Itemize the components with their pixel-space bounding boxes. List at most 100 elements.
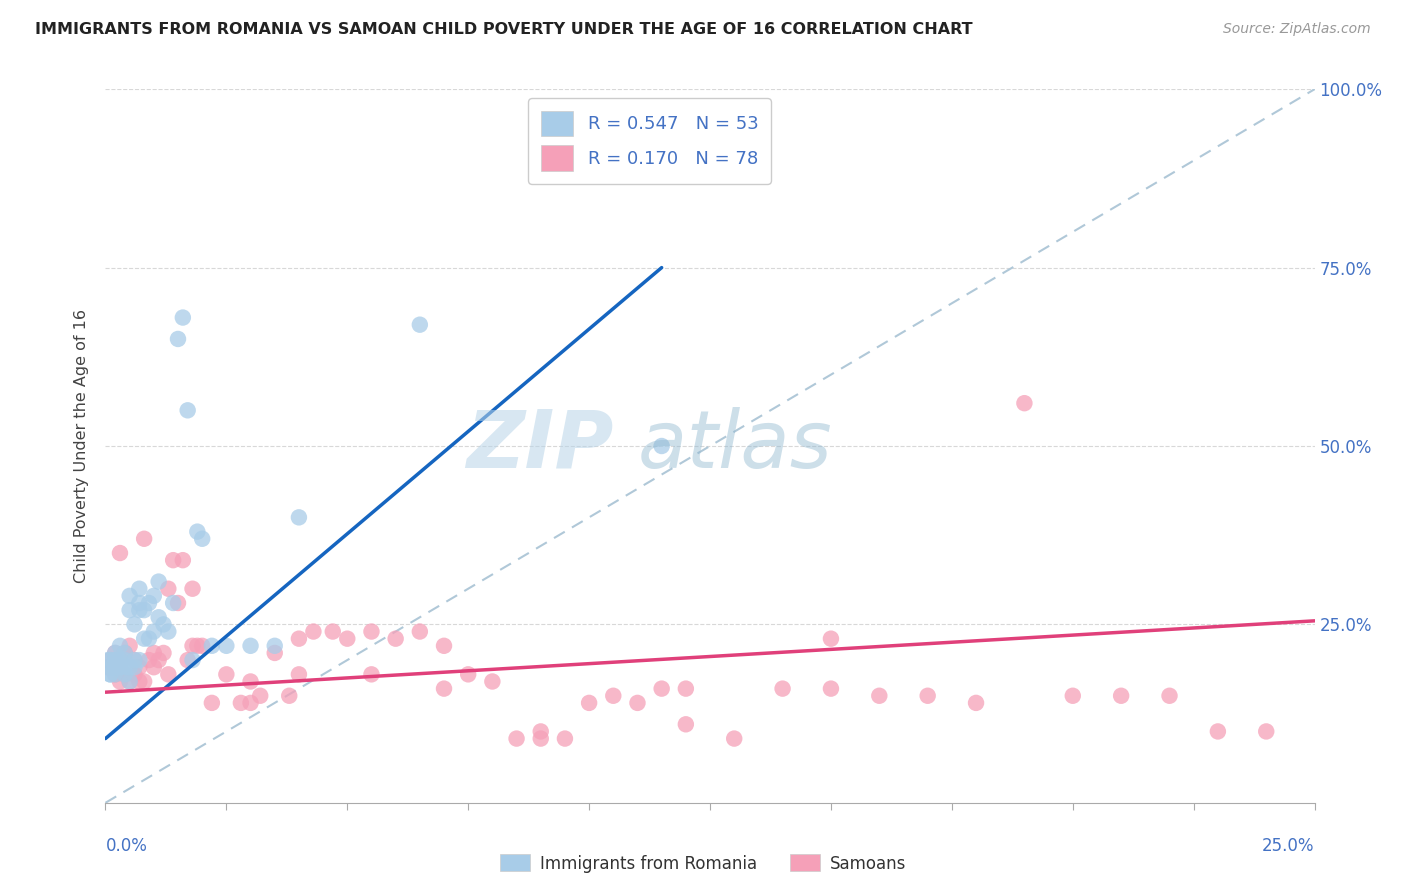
- Point: [278, 689, 301, 703]
- Point: [181, 639, 204, 653]
- Point: [1159, 689, 1181, 703]
- Point: [114, 646, 136, 660]
- Point: [172, 310, 194, 325]
- Point: [134, 632, 156, 646]
- Point: [157, 624, 180, 639]
- Text: 25.0%: 25.0%: [1263, 837, 1315, 855]
- Point: [554, 731, 576, 746]
- Point: [108, 660, 131, 674]
- Point: [118, 674, 141, 689]
- Point: [820, 632, 842, 646]
- Point: [530, 724, 553, 739]
- Point: [965, 696, 987, 710]
- Point: [302, 624, 325, 639]
- Point: [124, 667, 146, 681]
- Point: [201, 639, 224, 653]
- Point: [172, 553, 194, 567]
- Point: [288, 632, 311, 646]
- Point: [104, 653, 127, 667]
- Point: [118, 589, 141, 603]
- Point: [114, 653, 136, 667]
- Point: [409, 624, 432, 639]
- Point: [148, 610, 170, 624]
- Point: [1206, 724, 1229, 739]
- Point: [186, 524, 208, 539]
- Point: [239, 696, 262, 710]
- Point: [124, 617, 146, 632]
- Point: [104, 653, 127, 667]
- Text: ZIP: ZIP: [465, 407, 613, 485]
- Point: [772, 681, 794, 696]
- Legend: R = 0.547   N = 53, R = 0.170   N = 78: R = 0.547 N = 53, R = 0.170 N = 78: [529, 98, 770, 184]
- Point: [128, 596, 150, 610]
- Point: [108, 546, 131, 560]
- Point: [148, 653, 170, 667]
- Point: [134, 674, 156, 689]
- Point: [104, 646, 127, 660]
- Point: [98, 653, 121, 667]
- Point: [176, 403, 198, 417]
- Point: [108, 674, 131, 689]
- Point: [723, 731, 745, 746]
- Point: [481, 674, 503, 689]
- Point: [108, 660, 131, 674]
- Point: [239, 639, 262, 653]
- Point: [360, 667, 382, 681]
- Point: [651, 681, 673, 696]
- Point: [118, 660, 141, 674]
- Text: IMMIGRANTS FROM ROMANIA VS SAMOAN CHILD POVERTY UNDER THE AGE OF 16 CORRELATION : IMMIGRANTS FROM ROMANIA VS SAMOAN CHILD …: [35, 22, 973, 37]
- Point: [134, 603, 156, 617]
- Point: [124, 653, 146, 667]
- Point: [530, 731, 553, 746]
- Point: [108, 639, 131, 653]
- Point: [1062, 689, 1084, 703]
- Point: [108, 653, 131, 667]
- Point: [118, 639, 141, 653]
- Point: [181, 653, 204, 667]
- Point: [128, 660, 150, 674]
- Point: [675, 681, 697, 696]
- Point: [820, 681, 842, 696]
- Point: [602, 689, 624, 703]
- Point: [114, 646, 136, 660]
- Point: [97, 653, 120, 667]
- Point: [215, 639, 238, 653]
- Point: [201, 696, 224, 710]
- Point: [263, 646, 285, 660]
- Point: [868, 689, 890, 703]
- Point: [917, 689, 939, 703]
- Point: [157, 582, 180, 596]
- Point: [98, 653, 121, 667]
- Point: [433, 681, 456, 696]
- Point: [142, 624, 165, 639]
- Point: [124, 660, 146, 674]
- Point: [104, 667, 127, 681]
- Text: 0.0%: 0.0%: [105, 837, 148, 855]
- Point: [98, 667, 121, 681]
- Point: [138, 653, 160, 667]
- Point: [142, 660, 165, 674]
- Point: [152, 617, 174, 632]
- Point: [128, 603, 150, 617]
- Point: [288, 667, 311, 681]
- Point: [191, 639, 214, 653]
- Point: [384, 632, 406, 646]
- Point: [505, 731, 527, 746]
- Point: [167, 596, 190, 610]
- Point: [118, 603, 141, 617]
- Point: [138, 596, 160, 610]
- Point: [288, 510, 311, 524]
- Point: [142, 646, 165, 660]
- Point: [98, 667, 121, 681]
- Point: [176, 653, 198, 667]
- Point: [409, 318, 432, 332]
- Point: [162, 553, 184, 567]
- Point: [162, 596, 184, 610]
- Point: [181, 582, 204, 596]
- Point: [128, 653, 150, 667]
- Point: [675, 717, 697, 731]
- Point: [457, 667, 479, 681]
- Point: [104, 660, 127, 674]
- Point: [186, 639, 208, 653]
- Point: [148, 574, 170, 589]
